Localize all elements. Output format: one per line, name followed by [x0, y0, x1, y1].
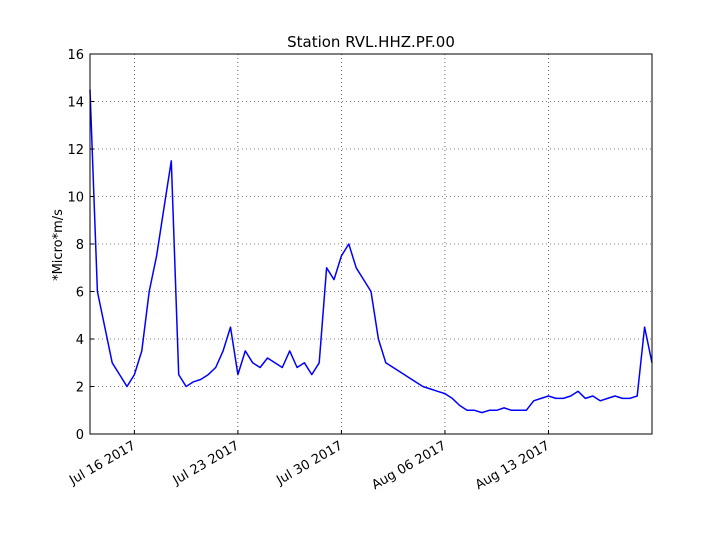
x-axis: Jul 16 2017 Jul 23 2017 Jul 30 2017 Aug 06 … — [66, 430, 552, 493]
x-tick-label: Jul 23 2017 — [170, 438, 242, 488]
y-tick-label: 0 — [76, 428, 84, 443]
y-tick-label: 14 — [67, 96, 84, 111]
series-line — [89, 89, 653, 414]
y-tick-label: 16 — [67, 48, 84, 63]
y-tick-label: 8 — [76, 238, 84, 253]
x-tick-label: Jul 30 2017 — [273, 438, 345, 488]
y-tick-label: 4 — [76, 333, 84, 348]
plot-frame — [89, 53, 653, 435]
plot-area — [89, 89, 653, 414]
x-tick-label: Aug 13 2017 — [473, 438, 553, 493]
y-tick-label: 12 — [67, 143, 84, 158]
y-axis-label: *Micro*m/s — [51, 209, 66, 281]
x-tick-label: Aug 06 2017 — [369, 438, 449, 493]
y-tick-label: 2 — [76, 381, 84, 396]
y-tick-label: 6 — [76, 286, 84, 301]
x-tick-label: Jul 16 2017 — [66, 438, 138, 488]
chart-title: Station RVL.HHZ.PF.00 — [287, 33, 455, 51]
y-tick-label: 10 — [67, 191, 84, 206]
